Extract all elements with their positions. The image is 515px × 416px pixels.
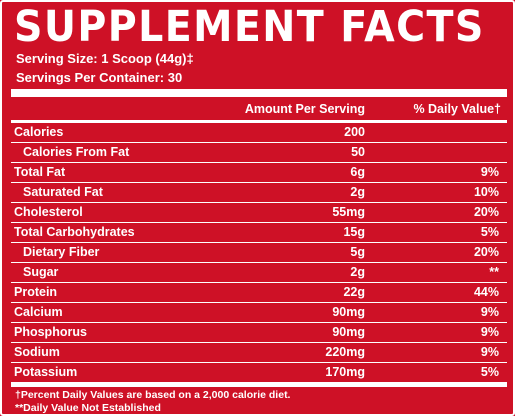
- nutrient-name: Sodium: [14, 345, 60, 359]
- nutrient-name: Calories: [14, 125, 64, 139]
- footnote-daily-values: †Percent Daily Values are based on a 2,0…: [15, 389, 291, 401]
- nutrient-row: Saturated Fat 2g 10%: [11, 183, 507, 203]
- nutrient-amount: 5g: [350, 245, 365, 259]
- nutrient-name: Dietary Fiber: [23, 245, 100, 259]
- nutrient-daily-value: 9%: [480, 165, 499, 179]
- servings-per-container: Servings Per Container: 30: [16, 70, 183, 85]
- nutrient-amount: 90mg: [332, 305, 365, 319]
- nutrient-row: Total Fat 6g 9%: [11, 163, 507, 183]
- column-header-row: Amount Per Serving % Daily Value†: [11, 98, 507, 123]
- nutrient-row: Calories 200: [11, 123, 507, 143]
- nutrient-daily-value: 9%: [480, 325, 499, 339]
- nutrient-amount: 50: [351, 145, 365, 159]
- nutrient-name: Total Carbohydrates: [14, 225, 135, 239]
- nutrient-daily-value: 9%: [480, 305, 499, 319]
- nutrient-name: Cholesterol: [14, 205, 83, 219]
- nutrient-daily-value: 5%: [480, 225, 499, 239]
- nutrient-row: Cholesterol 55mg 20%: [11, 203, 507, 223]
- nutrient-daily-value: 44%: [473, 285, 499, 299]
- nutrient-amount: 2g: [350, 265, 365, 279]
- nutrient-amount: 2g: [350, 185, 365, 199]
- nutrient-row: Dietary Fiber 5g 20%: [11, 243, 507, 263]
- nutrient-row: Phosphorus 90mg 9%: [11, 323, 507, 343]
- nutrient-daily-value: 20%: [473, 245, 499, 259]
- nutrient-row: Total Carbohydrates 15g 5%: [11, 223, 507, 243]
- nutrient-name: Saturated Fat: [23, 185, 103, 199]
- nutrient-amount: 200: [344, 125, 365, 139]
- nutrient-row: Sugar 2g **: [11, 263, 507, 283]
- nutrient-name: Calories From Fat: [23, 145, 130, 159]
- nutrient-name: Calcium: [14, 305, 63, 319]
- nutrient-name: Potassium: [14, 365, 78, 379]
- panel-title: SUPPLEMENT FACTS: [14, 2, 485, 52]
- nutrient-name: Phosphorus: [14, 325, 87, 339]
- nutrient-amount: 55mg: [332, 205, 365, 219]
- nutrient-daily-value: **: [489, 265, 499, 279]
- nutrient-row: Calories From Fat 50: [11, 143, 507, 163]
- nutrient-daily-value: 10%: [473, 185, 499, 199]
- nutrient-row: Potassium 170mg 5%: [11, 363, 507, 387]
- nutrient-amount: 220mg: [325, 345, 365, 359]
- nutrient-amount: 90mg: [332, 325, 365, 339]
- nutrient-amount: 170mg: [325, 365, 365, 379]
- nutrient-amount: 15g: [343, 225, 365, 239]
- nutrient-table: Calories 200 Calories From Fat 50 Total Fat 6…: [11, 123, 507, 387]
- nutrient-row: Calcium 90mg 9%: [11, 303, 507, 323]
- footnote-not-established: **Daily Value Not Established: [15, 402, 161, 414]
- nutrient-row: Protein 22g 44%: [11, 283, 507, 303]
- nutrient-amount: 22g: [343, 285, 365, 299]
- nutrient-name: Protein: [14, 285, 58, 299]
- amount-per-serving-header: Amount Per Serving: [244, 102, 365, 116]
- nutrient-row: Sodium 220mg 9%: [11, 343, 507, 363]
- nutrient-daily-value: 20%: [473, 205, 499, 219]
- nutrient-amount: 6g: [350, 165, 365, 179]
- nutrient-daily-value: 5%: [480, 365, 499, 379]
- nutrient-name: Total Fat: [14, 165, 66, 179]
- nutrient-name: Sugar: [23, 265, 59, 279]
- nutrient-daily-value: 9%: [480, 345, 499, 359]
- daily-value-header: % Daily Value†: [413, 102, 501, 116]
- serving-size: Serving Size: 1 Scoop (44g)‡: [16, 51, 194, 66]
- thick-divider: [11, 89, 507, 97]
